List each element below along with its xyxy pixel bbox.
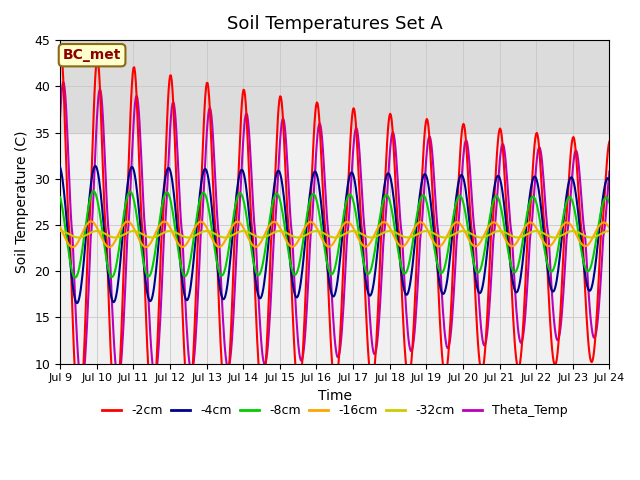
Y-axis label: Soil Temperature (C): Soil Temperature (C) — [15, 131, 29, 273]
Bar — [60, 40, 609, 132]
X-axis label: Time: Time — [318, 389, 352, 403]
Text: BC_met: BC_met — [63, 48, 121, 62]
Title: Soil Temperatures Set A: Soil Temperatures Set A — [227, 15, 443, 33]
Legend: -2cm, -4cm, -8cm, -16cm, -32cm, Theta_Temp: -2cm, -4cm, -8cm, -16cm, -32cm, Theta_Te… — [97, 399, 572, 422]
